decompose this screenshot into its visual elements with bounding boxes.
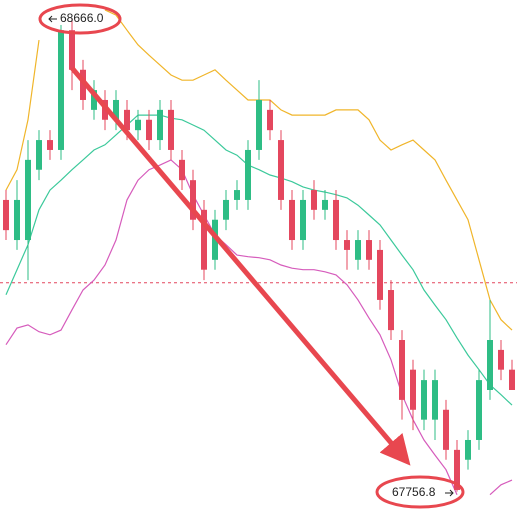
candle-body bbox=[223, 199, 229, 220]
candle-body bbox=[289, 199, 295, 241]
high-pointer bbox=[48, 15, 57, 23]
candle-body bbox=[366, 240, 372, 260]
candle-body bbox=[3, 199, 9, 231]
candle-body bbox=[157, 109, 163, 141]
band-line bbox=[5, 114, 513, 406]
candle-body bbox=[410, 369, 416, 410]
candle-body bbox=[377, 249, 383, 300]
candle-body bbox=[47, 140, 53, 150]
candle-body bbox=[388, 290, 394, 331]
candle-body bbox=[421, 380, 427, 420]
candle-body bbox=[25, 159, 31, 241]
candle-body bbox=[135, 119, 141, 131]
candle-body bbox=[91, 90, 97, 110]
candle-body bbox=[278, 140, 284, 200]
candle-body bbox=[443, 409, 449, 450]
candle-body bbox=[355, 240, 361, 260]
candle-body bbox=[300, 199, 306, 241]
bands bbox=[0, 9, 517, 496]
candle-body bbox=[58, 30, 64, 150]
high-label: 68666.0 bbox=[60, 11, 104, 25]
candle-body bbox=[311, 190, 317, 210]
trend-arrow bbox=[70, 66, 411, 466]
candle-body bbox=[234, 190, 240, 200]
candle-body bbox=[267, 109, 273, 131]
candle-body bbox=[146, 119, 152, 141]
candle-body bbox=[69, 30, 75, 70]
candle-body bbox=[179, 159, 185, 181]
candle-body bbox=[476, 380, 482, 440]
candle-body bbox=[256, 99, 262, 150]
candle-body bbox=[190, 180, 196, 220]
band-line bbox=[5, 9, 513, 331]
candles bbox=[3, 18, 515, 492]
candle-body bbox=[168, 109, 174, 150]
low-label: 67756.8 bbox=[392, 485, 436, 499]
candle-body bbox=[344, 240, 350, 250]
candle-body bbox=[498, 349, 504, 370]
low-pointer bbox=[445, 489, 454, 497]
candle-body bbox=[454, 449, 460, 490]
candle-body bbox=[245, 149, 251, 200]
candle-body bbox=[80, 69, 86, 100]
candle-body bbox=[487, 340, 493, 390]
high-highlight bbox=[38, 3, 122, 35]
candle-body bbox=[465, 439, 471, 460]
candle-body bbox=[36, 140, 42, 170]
low-highlight bbox=[375, 475, 465, 509]
band-line bbox=[5, 159, 513, 496]
candle-body bbox=[113, 99, 119, 120]
candle-body bbox=[124, 109, 130, 131]
candle-body bbox=[509, 369, 515, 390]
candle-body bbox=[201, 209, 207, 270]
candle-body bbox=[399, 340, 405, 400]
candle-body bbox=[14, 199, 20, 241]
candle-body bbox=[322, 199, 328, 210]
candle-body bbox=[333, 199, 339, 241]
candle-body bbox=[432, 380, 438, 420]
